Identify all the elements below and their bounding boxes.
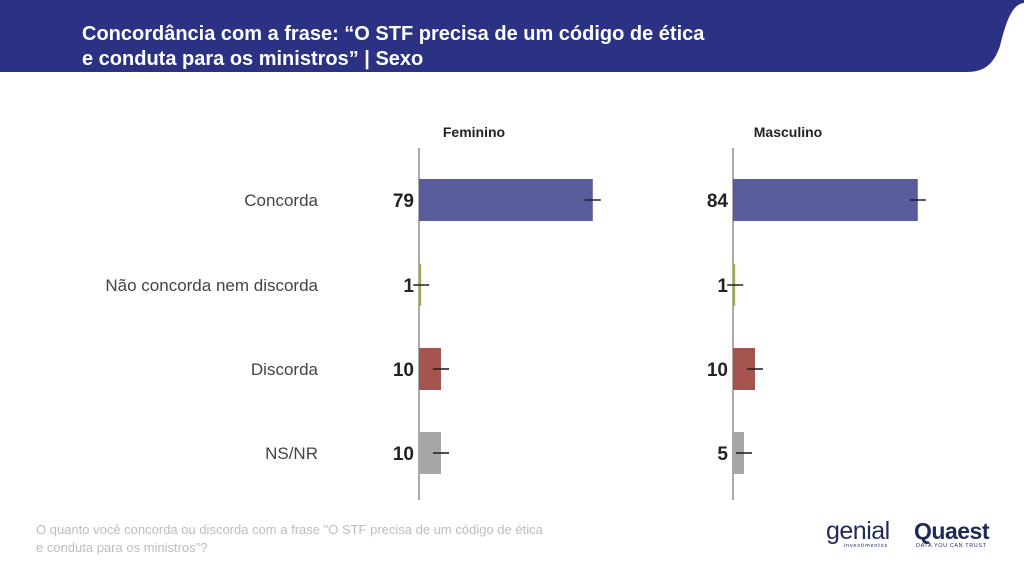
bar (419, 179, 593, 221)
value-label: 1 (403, 276, 414, 297)
genial-logo-subtext: investimentos (844, 543, 889, 549)
footnote-line1: O quanto você concorda ou discorda com a… (36, 522, 543, 537)
question-footnote: O quanto você concorda ou discorda com a… (36, 521, 676, 557)
bar (733, 179, 918, 221)
value-label: 1 (717, 276, 728, 297)
header-background (0, 0, 1024, 72)
category-label: Concorda (244, 191, 318, 210)
panel-header: Feminino (443, 124, 505, 140)
chart-title: Concordância com a frase: “O STF precisa… (82, 22, 802, 72)
chart-title-line1: Concordância com a frase: “O STF precisa… (82, 23, 705, 45)
value-label: 10 (393, 360, 414, 381)
value-label: 10 (393, 444, 414, 465)
value-label: 10 (707, 360, 728, 381)
value-label: 79 (393, 191, 414, 212)
quaest-logo: Quaest DATA YOU CAN TRUST (914, 519, 1006, 553)
chart-title-line2: e conduta para os ministros” | Sexo (82, 48, 424, 70)
value-label: 5 (717, 444, 728, 465)
quaest-logo-text: Quaest (914, 518, 989, 544)
quaest-logo-subtext: DATA YOU CAN TRUST (916, 543, 987, 549)
footnote-line2: e conduta para os ministros"? (36, 540, 208, 555)
category-label: NS/NR (265, 444, 318, 463)
genial-logo-text: genial (826, 517, 890, 545)
header-banner: Concordância com a frase: “O STF precisa… (0, 0, 1024, 76)
value-label: 84 (707, 191, 729, 212)
bar (733, 348, 755, 390)
bar (419, 348, 441, 390)
panel-header: Masculino (754, 124, 822, 140)
genial-logo: genial investimentos (826, 519, 906, 553)
bar (419, 432, 441, 474)
category-label: Não concorda nem discorda (105, 276, 318, 295)
category-label: Discorda (251, 360, 319, 379)
